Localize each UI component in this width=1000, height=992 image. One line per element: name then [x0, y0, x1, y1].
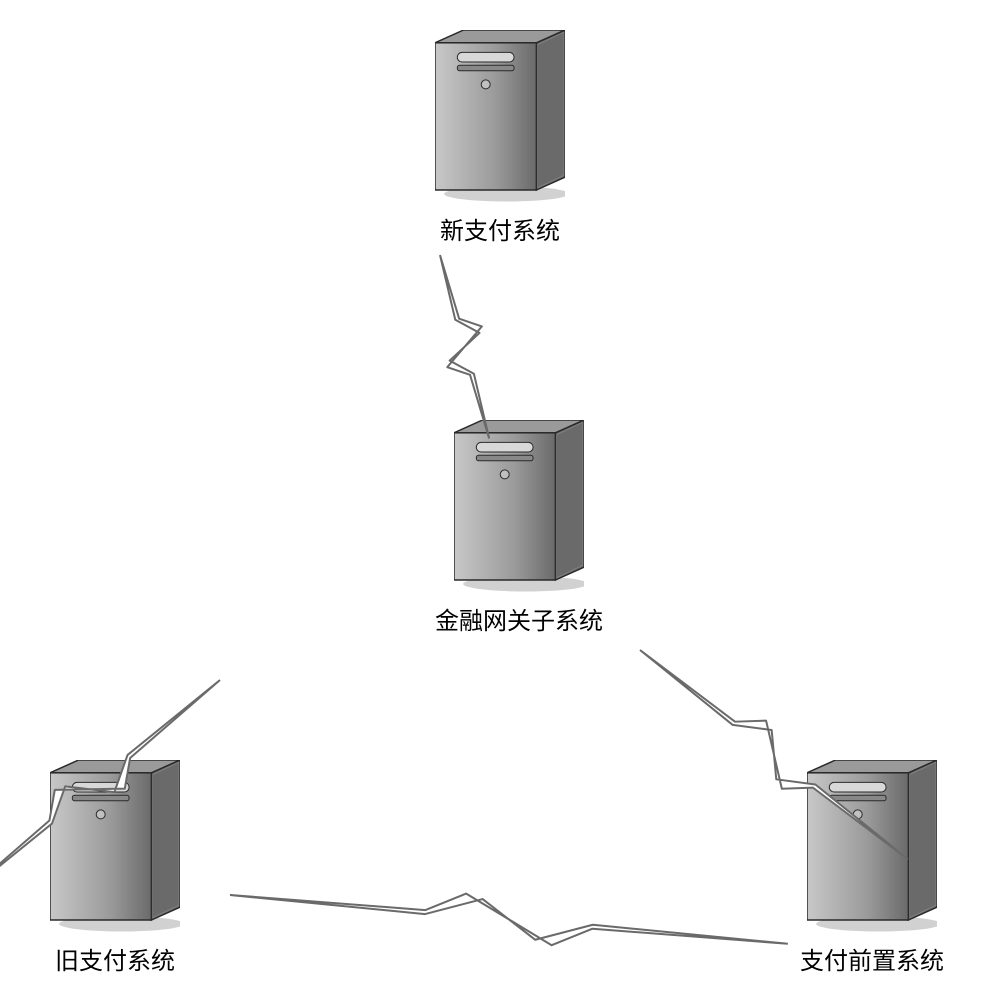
node-old-payment: 旧支付系统 [50, 760, 180, 976]
node-payment-front: 支付前置系统 [800, 760, 944, 976]
edge-lightning [227, 865, 790, 974]
node-label-gateway: 金融网关子系统 [435, 601, 603, 636]
node-label-new-payment: 新支付系统 [440, 211, 560, 246]
edge-lightning [411, 247, 518, 446]
node-label-old-payment: 旧支付系统 [55, 941, 175, 976]
node-label-payment-front: 支付前置系统 [800, 941, 944, 976]
node-gateway: 金融网关子系统 [435, 420, 603, 636]
node-new-payment: 新支付系统 [435, 30, 565, 246]
